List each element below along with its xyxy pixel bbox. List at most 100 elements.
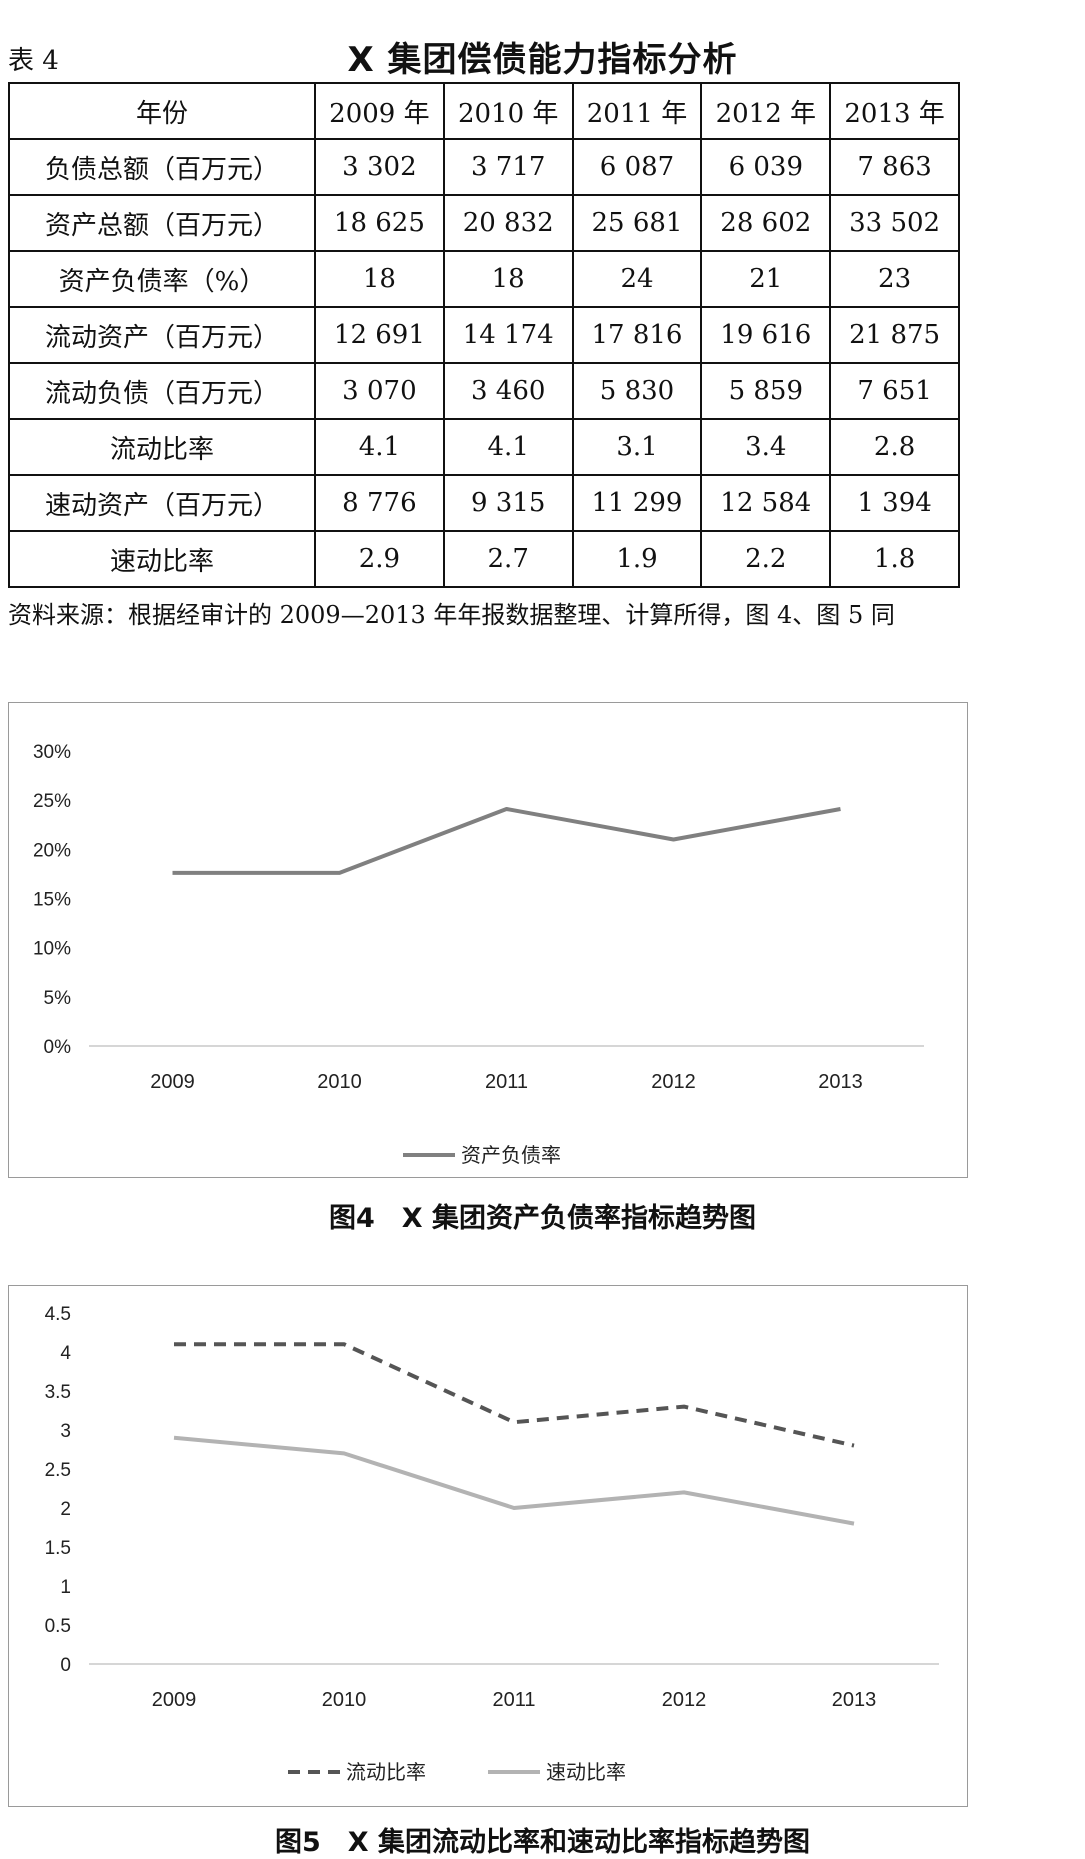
table-cell: 2.8 <box>829 418 960 476</box>
row-label: 流动比率 <box>8 418 316 476</box>
table-cell: 5 859 <box>700 362 832 420</box>
table-cell: 23 <box>829 250 960 308</box>
table-cell: 18 <box>442 250 574 308</box>
header-2010: 2010 年 <box>442 82 574 140</box>
table-title: X 集团偿债能力指标分析 <box>347 40 738 80</box>
y-tick-label: 0 <box>60 1655 71 1676</box>
table-label: 表 4 <box>8 46 59 76</box>
table-row: 速动资产（百万元） 8 776 9 315 11 299 12 584 1 39… <box>8 474 960 532</box>
chart-debt-ratio: 0% 5% 10% 15% 20% 25% 30% 2009 2010 2011 2012 2013 资… <box>8 702 968 1178</box>
table-row: 负债总额（百万元） 3 302 3 717 6 087 6 039 7 863 <box>8 138 960 196</box>
y-tick-label: 4 <box>60 1343 71 1364</box>
x-tick-label: 2010 <box>317 1071 362 1093</box>
y-tick-label: 0% <box>44 1037 72 1058</box>
table-row: 流动负债（百万元） 3 070 3 460 5 830 5 859 7 651 <box>8 362 960 420</box>
row-label: 流动负债（百万元） <box>8 362 316 420</box>
row-label: 负债总额（百万元） <box>8 138 316 196</box>
table-cell: 3.1 <box>571 418 703 476</box>
chart4-caption: 图4 X 集团资产负债率指标趋势图 <box>328 1203 756 1234</box>
legend-label-1: 流动比率 <box>346 1761 426 1784</box>
series-line-1 <box>172 807 841 875</box>
solvency-table: 年份 2009 年 2010 年 2011 年 2012 年 2013 年 负债… <box>8 82 960 588</box>
table-cell: 14 174 <box>442 306 574 364</box>
table-cell: 7 651 <box>829 362 960 420</box>
table-cell: 28 602 <box>700 194 832 252</box>
header-2011: 2011 年 <box>571 82 703 140</box>
y-tick-label: 3.5 <box>45 1382 71 1403</box>
x-tick-label: 2009 <box>150 1071 195 1093</box>
series-line-1 <box>174 1342 855 1448</box>
table-cell: 1.8 <box>829 530 960 588</box>
table-row: 资产负债率（%） 18 18 24 21 23 <box>8 250 960 308</box>
y-tick-label: 30% <box>33 742 71 763</box>
row-label: 资产总额（百万元） <box>8 194 316 252</box>
table-cell: 18 <box>314 250 445 308</box>
table-cell: 21 <box>700 250 832 308</box>
table-row: 流动资产（百万元） 12 691 14 174 17 816 19 616 21… <box>8 306 960 364</box>
table-cell: 3 070 <box>314 362 445 420</box>
table-cell: 2.7 <box>442 530 574 588</box>
x-tick-label: 2013 <box>832 1689 877 1711</box>
table-row: 流动比率 4.1 4.1 3.1 3.4 2.8 <box>8 418 960 476</box>
source-note: 资料来源：根据经审计的 2009—2013 年年报数据整理、计算所得，图 4、图… <box>8 601 895 629</box>
table-cell: 24 <box>571 250 703 308</box>
header-2009: 2009 年 <box>314 82 445 140</box>
row-label: 速动比率 <box>8 530 316 588</box>
x-tick-label: 2011 <box>492 1689 535 1711</box>
table-cell: 6 087 <box>571 138 703 196</box>
row-label: 速动资产（百万元） <box>8 474 316 532</box>
table-cell: 25 681 <box>571 194 703 252</box>
y-tick-label: 25% <box>33 791 71 812</box>
row-label: 资产负债率（%） <box>8 250 316 308</box>
x-tick-label: 2010 <box>322 1689 367 1711</box>
table-header-row: 年份 2009 年 2010 年 2011 年 2012 年 2013 年 <box>8 82 960 140</box>
table-cell: 4.1 <box>314 418 445 476</box>
y-tick-label: 2.5 <box>45 1460 71 1481</box>
x-tick-label: 2012 <box>651 1071 696 1093</box>
table-cell: 12 584 <box>700 474 832 532</box>
table-cell: 4.1 <box>442 418 574 476</box>
row-label: 流动资产（百万元） <box>8 306 316 364</box>
chart-liquidity-ratios: 0 0.5 1 1.5 2 2.5 3 3.5 4 4.5 2009 2010 2011 2012 2013… <box>8 1285 968 1807</box>
y-tick-label: 5% <box>44 988 72 1009</box>
table-cell: 3.4 <box>700 418 832 476</box>
x-tick-label: 2012 <box>662 1689 707 1711</box>
y-tick-label: 0.5 <box>45 1616 71 1637</box>
header-year: 年份 <box>8 82 316 140</box>
y-tick-label: 1 <box>60 1577 71 1598</box>
x-tick-label: 2009 <box>152 1689 197 1711</box>
table-cell: 6 039 <box>700 138 832 196</box>
table-cell: 3 302 <box>314 138 445 196</box>
table-cell: 11 299 <box>571 474 703 532</box>
table-cell: 1 394 <box>829 474 960 532</box>
table-cell: 8 776 <box>314 474 445 532</box>
table-cell: 5 830 <box>571 362 703 420</box>
x-tick-label: 2011 <box>485 1071 528 1093</box>
table-cell: 21 875 <box>829 306 960 364</box>
table-cell: 3 460 <box>442 362 574 420</box>
table-row: 速动比率 2.9 2.7 1.9 2.2 1.8 <box>8 530 960 588</box>
table-cell: 7 863 <box>829 138 960 196</box>
table-cell: 9 315 <box>442 474 574 532</box>
table-cell: 33 502 <box>829 194 960 252</box>
table-cell: 2.9 <box>314 530 445 588</box>
legend-label-2: 速动比率 <box>546 1761 626 1784</box>
table-cell: 3 717 <box>442 138 574 196</box>
table-cell: 20 832 <box>442 194 574 252</box>
table-cell: 17 816 <box>571 306 703 364</box>
table-cell: 19 616 <box>700 306 832 364</box>
x-tick-label: 2013 <box>818 1071 863 1093</box>
y-tick-label: 4.5 <box>45 1304 71 1325</box>
table-cell: 18 625 <box>314 194 445 252</box>
table-cell: 12 691 <box>314 306 445 364</box>
header-2012: 2012 年 <box>700 82 832 140</box>
series-line-2 <box>173 1435 855 1526</box>
y-tick-label: 1.5 <box>45 1538 71 1559</box>
table-cell: 2.2 <box>700 530 832 588</box>
y-tick-label: 15% <box>33 890 71 911</box>
y-tick-label: 10% <box>33 939 71 960</box>
y-tick-label: 3 <box>60 1421 71 1442</box>
y-tick-label: 20% <box>33 840 71 861</box>
table-row: 资产总额（百万元） 18 625 20 832 25 681 28 602 33… <box>8 194 960 252</box>
header-2013: 2013 年 <box>829 82 960 140</box>
